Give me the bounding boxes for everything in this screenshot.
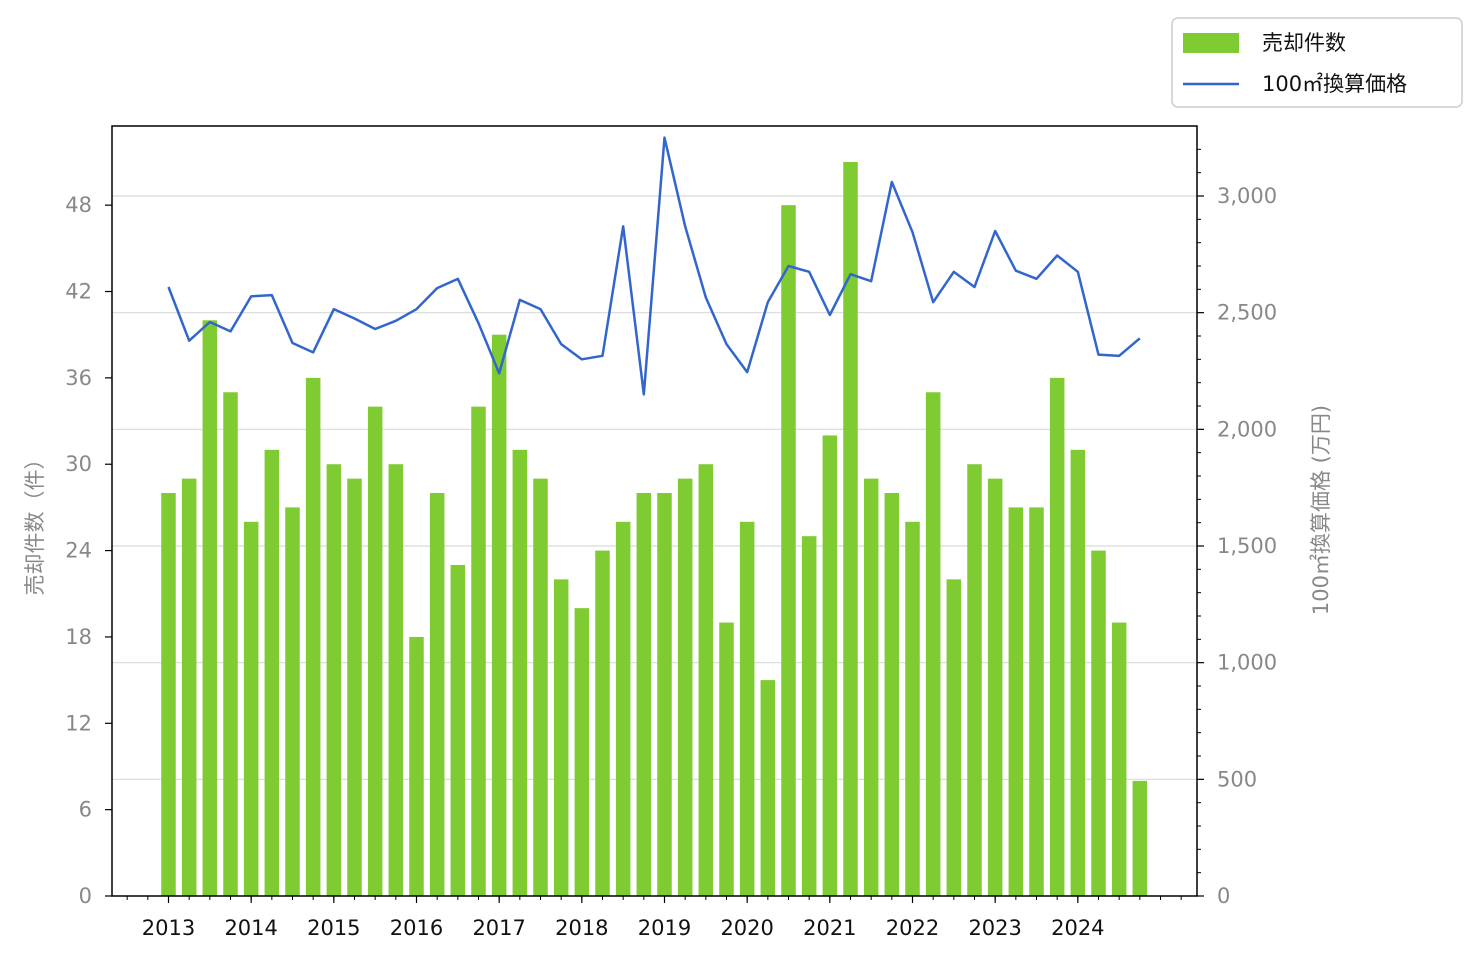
x-tick-label: 2019: [638, 916, 691, 940]
bar: [739, 521, 755, 896]
bar: [223, 392, 238, 896]
x-tick-label: 2018: [555, 916, 608, 940]
left-tick-label: 48: [65, 193, 92, 217]
x-tick-label: 2016: [390, 916, 443, 940]
bar: [698, 464, 714, 896]
bar-series: [161, 161, 1148, 897]
bar: [760, 680, 776, 896]
bar: [553, 579, 569, 896]
left-tick-label: 6: [79, 798, 92, 822]
bar: [1008, 507, 1024, 896]
bar: [305, 377, 321, 897]
bar: [471, 406, 486, 896]
bar: [677, 478, 693, 896]
bar: [1111, 622, 1127, 896]
x-tick-label: 2013: [142, 916, 195, 940]
legend-bar-swatch: [1183, 33, 1239, 53]
bar: [657, 493, 672, 896]
right-tick-label: 500: [1217, 767, 1257, 791]
x-tick-label: 2023: [968, 916, 1021, 940]
price-line: [167, 136, 1141, 396]
right-tick-label: 0: [1217, 884, 1230, 908]
bar: [450, 564, 466, 896]
plot-frame: [111, 125, 1198, 897]
bar: [409, 636, 424, 896]
bar: [347, 478, 362, 896]
bar: [202, 320, 218, 896]
bar: [367, 406, 383, 896]
bar: [595, 550, 610, 896]
left-tick-label: 30: [65, 452, 92, 476]
left-tick-label: 24: [65, 539, 92, 563]
right-tick-label: 3,000: [1217, 184, 1277, 208]
bar: [533, 478, 548, 896]
bar: [1091, 550, 1106, 896]
bar: [1132, 780, 1148, 896]
line-series: [167, 136, 1141, 396]
bar: [925, 392, 941, 896]
x-tick-label: 2024: [1051, 916, 1104, 940]
bar: [615, 521, 631, 896]
bar: [243, 521, 259, 896]
bar: [388, 464, 404, 896]
bar: [987, 478, 1003, 896]
bar: [946, 579, 962, 896]
bar: [719, 622, 734, 896]
bar: [822, 435, 838, 896]
left-tick-label: 36: [65, 366, 92, 390]
bar: [326, 464, 342, 896]
bar: [1070, 449, 1086, 896]
bar: [636, 493, 652, 896]
x-tick-label: 2017: [472, 916, 525, 940]
bar: [491, 334, 507, 896]
bar: [905, 521, 920, 896]
bar: [781, 205, 796, 896]
left-tick-label: 0: [79, 884, 92, 908]
x-tick-label: 2015: [307, 916, 360, 940]
left-tick-label: 42: [65, 280, 92, 304]
axes: 0 6 12 18 24 30 36 42 48 0 500 1,000 1,500 2,000 2,500…: [65, 148, 1277, 940]
legend-line-label: 100㎡換算価格: [1262, 72, 1407, 96]
bar: [843, 161, 858, 896]
bar: [801, 536, 817, 896]
bar: [574, 608, 590, 896]
right-tick-label: 1,500: [1217, 534, 1277, 558]
x-tick-label: 2022: [886, 916, 939, 940]
left-tick-label: 18: [65, 625, 92, 649]
x-tick-label: 2021: [803, 916, 856, 940]
bar: [161, 493, 176, 896]
left-tick-label: 12: [65, 711, 92, 735]
right-axis-title: 100㎡換算価格 (万円): [1309, 405, 1333, 615]
bar: [884, 493, 900, 896]
x-tick-label: 2014: [224, 916, 277, 940]
bar: [967, 464, 982, 896]
bar: [1029, 507, 1044, 896]
left-axis-title: 売却件数（件）: [23, 449, 47, 596]
legend-frame: [1171, 17, 1463, 108]
bar: [285, 507, 300, 896]
legend: 売却件数 100㎡換算価格: [1171, 17, 1463, 108]
bar: [181, 478, 197, 896]
right-tick-label: 2,500: [1217, 301, 1277, 325]
right-tick-label: 2,000: [1217, 417, 1277, 441]
right-tick-label: 1,000: [1217, 651, 1277, 675]
legend-bar-label: 売却件数: [1262, 31, 1346, 55]
bar: [264, 449, 280, 896]
bar: [429, 493, 445, 896]
x-tick-label: 2020: [720, 916, 773, 940]
bar: [863, 478, 879, 896]
bar: [512, 449, 528, 896]
bar: [1049, 377, 1065, 897]
